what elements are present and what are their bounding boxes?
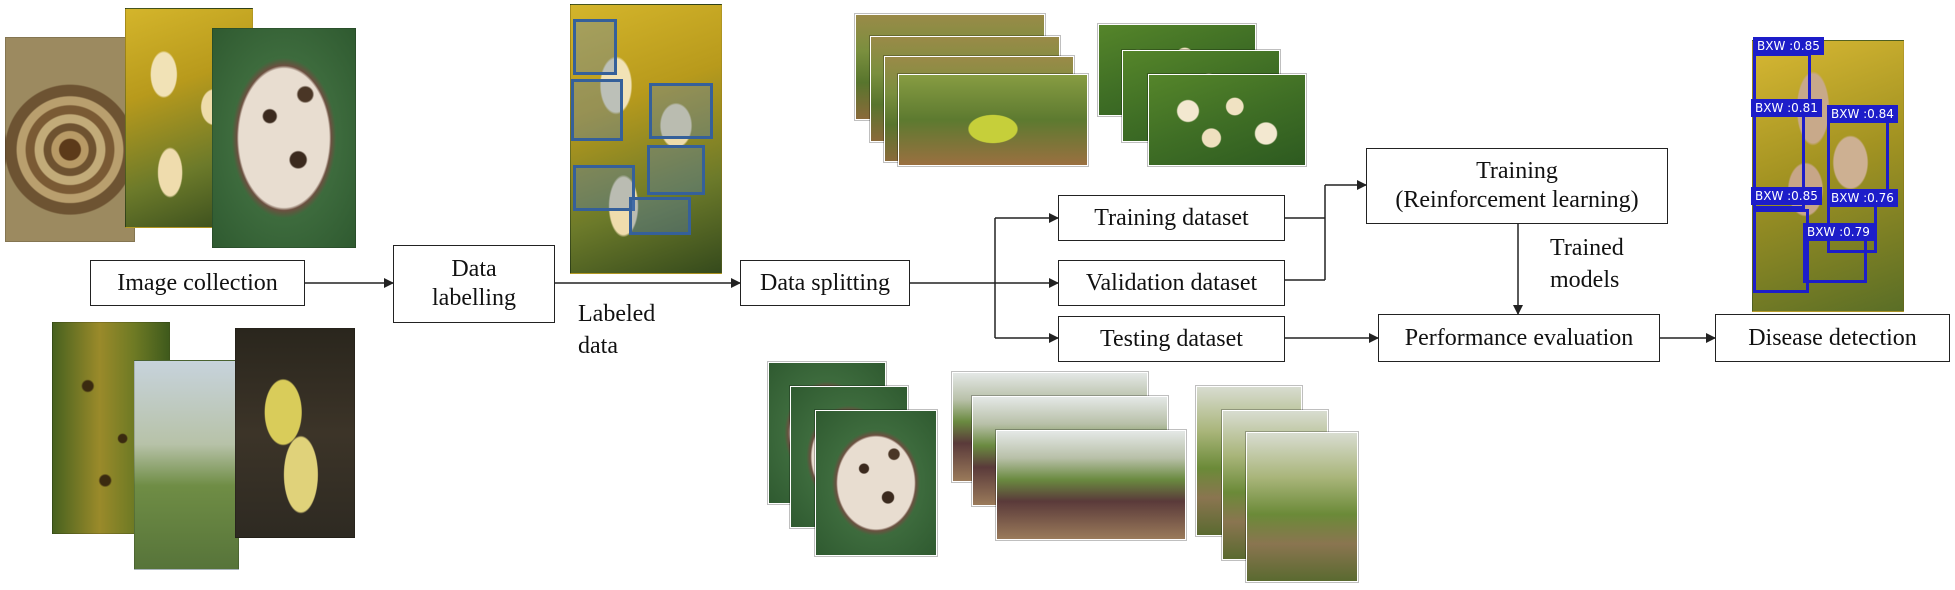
corm-cross-section-photo bbox=[5, 37, 135, 242]
label-bbox bbox=[629, 197, 691, 235]
detection-tag: BXW :0.79 bbox=[1803, 223, 1874, 241]
detection-tag: BXW :0.84 bbox=[1827, 105, 1898, 123]
label-bbox bbox=[649, 83, 713, 139]
training-label-line2: (Reinforcement learning) bbox=[1395, 187, 1639, 213]
data-splitting-box: Data splitting bbox=[740, 260, 910, 306]
wilted-plant-photo bbox=[134, 360, 239, 570]
rotten-fruit-photo bbox=[212, 28, 356, 248]
data-splitting-label: Data splitting bbox=[760, 269, 890, 296]
data-labelling-label-line1: Data bbox=[451, 256, 497, 283]
trained-models-line1: Trained bbox=[1550, 235, 1624, 261]
diseased-hand-photo bbox=[235, 328, 355, 538]
detection-tag: BXW :0.76 bbox=[1827, 189, 1898, 207]
image-collection-label: Image collection bbox=[117, 269, 278, 296]
training-dataset-label: Training dataset bbox=[1094, 204, 1249, 231]
detection-box bbox=[1803, 237, 1867, 283]
data-labelling-label-line2: labelling bbox=[432, 285, 516, 311]
label-bbox bbox=[573, 19, 617, 75]
label-bbox bbox=[647, 145, 705, 195]
detection-tag: BXW :0.85 bbox=[1751, 187, 1822, 205]
testing-dataset-label: Testing dataset bbox=[1100, 325, 1243, 352]
disease-detection-label: Disease detection bbox=[1748, 324, 1917, 351]
disease-detection-box: Disease detection bbox=[1715, 314, 1950, 362]
labeled-image-photo bbox=[570, 4, 722, 274]
detection-box bbox=[1753, 209, 1809, 293]
label-bbox bbox=[571, 79, 623, 141]
label-bbox bbox=[573, 165, 635, 211]
labeled-data-line1: Labeled bbox=[578, 301, 656, 327]
data-labelling-box: Data labelling bbox=[393, 245, 555, 323]
validation-dataset-box: Validation dataset bbox=[1058, 260, 1285, 306]
detection-tag: BXW :0.85 bbox=[1753, 37, 1824, 55]
training-dataset-box: Training dataset bbox=[1058, 195, 1285, 241]
validation-dataset-label: Validation dataset bbox=[1085, 269, 1258, 296]
trained-models-line2: models bbox=[1550, 267, 1620, 294]
training-label-line1: Training bbox=[1476, 158, 1558, 185]
labeled-data-line2: data bbox=[578, 333, 618, 360]
performance-evaluation-box: Performance evaluation bbox=[1378, 314, 1660, 362]
testing-dataset-box: Testing dataset bbox=[1058, 316, 1285, 362]
image-collection-box: Image collection bbox=[90, 260, 305, 306]
labeled-data-annotation: Labeled data bbox=[578, 298, 655, 363]
trained-models-annotation: Trained models bbox=[1550, 232, 1624, 297]
detection-tag: BXW :0.81 bbox=[1751, 99, 1822, 117]
detection-result-photo: BXW :0.85 BXW :0.81 BXW :0.84 BXW :0.76 … bbox=[1751, 37, 1904, 312]
training-box: Training (Reinforcement learning) bbox=[1366, 148, 1668, 224]
performance-evaluation-label: Performance evaluation bbox=[1404, 324, 1634, 351]
